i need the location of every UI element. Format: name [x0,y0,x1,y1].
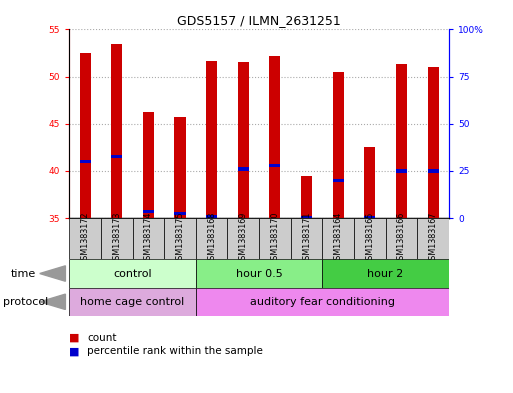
Text: GSM1383166: GSM1383166 [397,212,406,265]
Bar [332,179,344,182]
Bar [354,218,386,259]
Bar [80,160,91,163]
Bar [269,56,281,218]
Bar [386,218,417,259]
Text: control: control [113,268,152,279]
Bar [227,218,259,259]
Text: ■: ■ [69,332,80,343]
Bar [269,163,281,167]
Bar [301,176,312,218]
Bar [259,218,291,259]
Bar [396,169,407,173]
Bar [332,72,344,218]
Text: GSM1383167: GSM1383167 [428,212,438,265]
Polygon shape [40,294,66,310]
Bar [80,53,91,218]
Text: GSM1383174: GSM1383174 [144,212,153,265]
Text: hour 2: hour 2 [367,268,404,279]
Text: GSM1383173: GSM1383173 [112,212,121,265]
Bar [174,117,186,218]
Bar [206,61,217,218]
Bar [69,288,196,316]
Text: GSM1383168: GSM1383168 [207,212,216,265]
Bar [427,169,439,173]
Text: count: count [87,332,117,343]
Text: GSM1383171: GSM1383171 [302,212,311,265]
Bar [164,218,196,259]
Bar [396,64,407,218]
Text: auditory fear conditioning: auditory fear conditioning [250,297,395,307]
Text: GSM1383175: GSM1383175 [175,212,185,266]
Bar [364,215,376,219]
Text: ■: ■ [69,346,80,356]
Bar [111,44,122,218]
Bar [206,215,217,218]
Bar [69,259,196,288]
Text: GSM1383170: GSM1383170 [270,212,280,265]
Text: GSM1383169: GSM1383169 [239,212,248,265]
Bar [238,62,249,218]
Bar [69,218,101,259]
Bar [322,218,354,259]
Polygon shape [40,266,66,281]
Text: GSM1383165: GSM1383165 [365,212,374,265]
Bar [196,288,449,316]
Title: GDS5157 / ILMN_2631251: GDS5157 / ILMN_2631251 [177,14,341,27]
Bar [238,167,249,171]
Bar [143,112,154,218]
Text: percentile rank within the sample: percentile rank within the sample [87,346,263,356]
Text: time: time [10,268,35,279]
Bar [132,218,164,259]
Bar [427,67,439,218]
Text: GSM1383172: GSM1383172 [81,212,90,266]
Bar [111,155,122,158]
Bar [101,218,132,259]
Bar [174,212,186,215]
Bar [196,218,227,259]
Text: protocol: protocol [3,297,48,307]
Bar [291,218,322,259]
Bar [143,210,154,213]
Text: home cage control: home cage control [81,297,185,307]
Bar [196,259,322,288]
Bar [364,147,376,218]
Text: GSM1383164: GSM1383164 [333,212,343,265]
Bar [417,218,449,259]
Bar [322,259,449,288]
Bar [301,215,312,219]
Text: hour 0.5: hour 0.5 [235,268,283,279]
